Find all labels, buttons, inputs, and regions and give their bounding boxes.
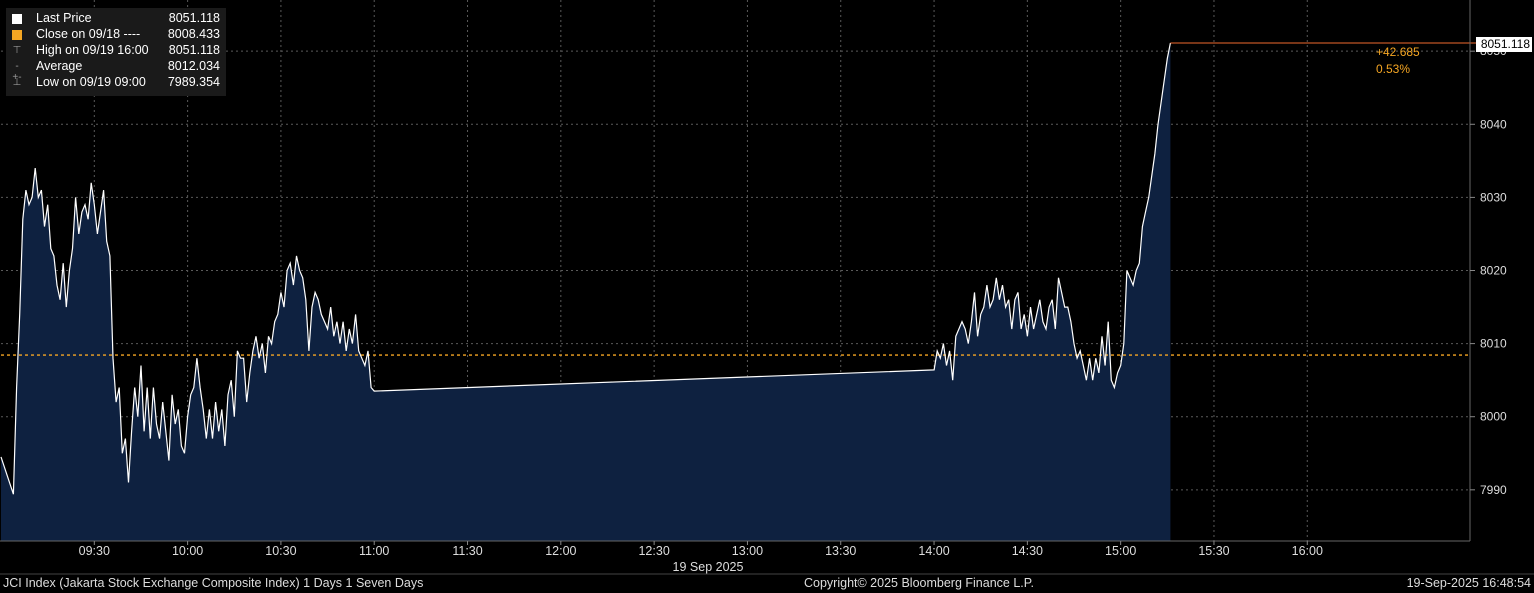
y-tick-label: 7990 xyxy=(1480,483,1507,497)
x-tick-label: 13:00 xyxy=(732,544,763,558)
x-tick-label: 09:30 xyxy=(79,544,110,558)
price-line xyxy=(0,42,1171,495)
y-tick-label: 8040 xyxy=(1480,117,1507,131)
low-marker-icon: ⊥ xyxy=(12,77,22,88)
footer-timestamp: 19-Sep-2025 16:48:54 xyxy=(1406,576,1531,590)
x-tick-label: 15:00 xyxy=(1105,544,1136,558)
high-marker-icon: ⊤ xyxy=(12,45,22,56)
legend-panel: Last Price 8051.118 Close on 09/18 ---- … xyxy=(6,8,226,96)
legend-average[interactable]: -+- Average 8012.034 xyxy=(6,59,226,83)
legend-value: 8051.118 xyxy=(168,11,220,25)
price-area-fill xyxy=(1,43,1171,541)
x-tick-label: 14:30 xyxy=(1012,544,1043,558)
last-price-tag: 8051.118 xyxy=(1476,37,1532,52)
average-marker-icon: -+- xyxy=(12,61,22,83)
legend-label: Low on 09/19 09:00 xyxy=(36,75,146,89)
x-tick-label: 15:30 xyxy=(1198,544,1229,558)
legend-value: 8008.433 xyxy=(167,27,220,41)
last-price-swatch xyxy=(12,14,22,24)
x-tick-label: 10:00 xyxy=(172,544,203,558)
x-tick-label: 13:30 xyxy=(825,544,856,558)
x-tick-label: 16:00 xyxy=(1292,544,1323,558)
legend-last-price[interactable]: Last Price 8051.118 xyxy=(6,11,226,27)
y-tick-label: 8010 xyxy=(1480,337,1507,351)
change-percent: 0.53% xyxy=(1376,62,1411,76)
date-label: 19 Sep 2025 xyxy=(673,560,744,574)
legend-high[interactable]: ⊤ High on 09/19 16:00 8051.118 xyxy=(6,43,226,59)
y-tick-label: 8020 xyxy=(1480,264,1507,278)
y-tick-label: 8030 xyxy=(1480,190,1507,204)
x-tick-label: 14:00 xyxy=(918,544,949,558)
footer-copyright: Copyright© 2025 Bloomberg Finance L.P. xyxy=(804,576,1034,590)
legend-low[interactable]: ⊥ Low on 09/19 09:00 7989.354 xyxy=(6,75,226,91)
x-tick-label: 11:00 xyxy=(359,544,389,558)
legend-value: 8012.034 xyxy=(167,59,220,73)
legend-value: 7989.354 xyxy=(167,75,220,89)
change-points: +42.685 xyxy=(1376,45,1420,59)
x-tick-label: 12:00 xyxy=(545,544,576,558)
legend-close[interactable]: Close on 09/18 ---- 8008.433 xyxy=(6,27,226,43)
x-tick-label: 11:30 xyxy=(452,544,482,558)
legend-label: Close on 09/18 ---- xyxy=(36,27,141,41)
x-tick-label: 12:30 xyxy=(638,544,669,558)
legend-value: 8051.118 xyxy=(168,43,220,57)
legend-label: High on 09/19 16:00 xyxy=(36,43,149,57)
x-tick-label: 10:30 xyxy=(265,544,296,558)
close-swatch xyxy=(12,30,22,40)
legend-label: Average xyxy=(36,59,83,73)
y-tick-label: 8000 xyxy=(1480,410,1507,424)
legend-label: Last Price xyxy=(36,11,92,25)
x-axis-ticks: 09:30 10:00 10:30 11:00 11:30 12:00 12:30 13:00… xyxy=(79,541,1323,558)
footer-security-description: JCI Index (Jakarta Stock Exchange Compos… xyxy=(3,576,424,590)
